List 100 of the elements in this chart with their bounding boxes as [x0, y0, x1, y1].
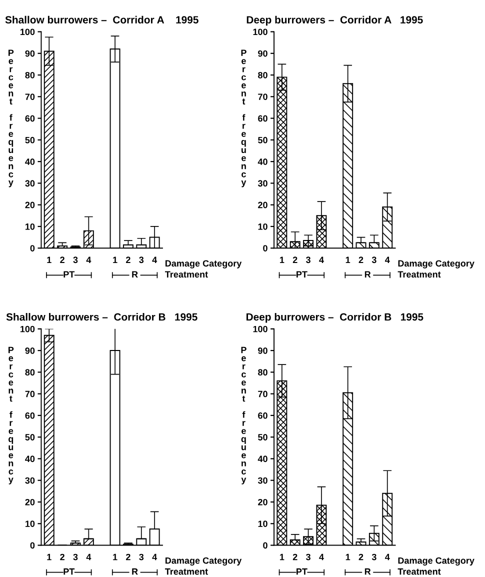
- y-tick-label: 80: [25, 369, 35, 376]
- y-tick-label: 20: [258, 202, 268, 208]
- x-tick-label: 3: [73, 256, 78, 264]
- y-tick-label: 30: [25, 180, 35, 187]
- x-tick-label: 1: [113, 554, 118, 560]
- text: R: [364, 568, 371, 575]
- x-tick-label: 4: [152, 554, 158, 560]
- y-tick-label: 40: [25, 456, 35, 462]
- x-tick-label: 4: [152, 256, 158, 263]
- chart-title: Shallow burrowers – Corridor A 1995: [5, 16, 198, 24]
- y-tick-label: 50: [258, 434, 268, 440]
- x-tick-label: 2: [358, 256, 364, 263]
- chart-title: Shallow burrowers – Corridor B 1995: [6, 313, 198, 321]
- y-tick-label: 90: [258, 50, 268, 57]
- y-tick-label: 0: [263, 245, 268, 252]
- text: PT: [296, 568, 308, 575]
- y-tick-label: 70: [25, 390, 35, 398]
- y-tick-label: 0: [263, 542, 268, 549]
- y-tick-label: 10: [258, 223, 268, 230]
- x-tick-label: 4: [384, 554, 390, 560]
- x-tick-label: 3: [73, 554, 78, 560]
- x-tick-label: 2: [292, 256, 298, 263]
- x-tick-label: 2: [292, 554, 298, 560]
- x-tick-label: 4: [86, 256, 92, 263]
- text: PT: [64, 271, 75, 278]
- y-tick-label: 80: [258, 369, 268, 376]
- y-tick-label: 70: [258, 390, 268, 398]
- y-tick-label: 30: [258, 180, 268, 187]
- x-tick-label: 4: [319, 256, 324, 263]
- text: Treatment: [165, 568, 208, 575]
- y-tick-label: 100: [253, 28, 268, 36]
- y-tick-label: 20: [25, 202, 35, 208]
- y-tick-label: 40: [258, 158, 268, 165]
- x-tick-label: 1: [346, 554, 350, 560]
- x-tick-label: 1: [113, 256, 118, 263]
- x-axis-title: Damage Category: [398, 260, 474, 268]
- y-tick-label: 60: [258, 412, 268, 419]
- x-tick-label: 3: [306, 554, 310, 560]
- y-tick-label: 20: [25, 498, 35, 506]
- y-tick-label: 60: [25, 115, 35, 122]
- x-tick-label: 1: [280, 256, 284, 263]
- x-tick-label: 3: [372, 554, 376, 560]
- y-tick-label: 50: [25, 136, 35, 144]
- x-tick-label: 2: [126, 256, 130, 263]
- x-tick-label: 1: [280, 554, 284, 560]
- y-tick-label: 50: [25, 434, 35, 440]
- x-tick-label: 1: [47, 256, 52, 263]
- text: R: [132, 568, 138, 575]
- y-tick-label: 10: [258, 520, 268, 527]
- y-tick-label: 0: [30, 245, 35, 252]
- text: R: [364, 271, 371, 278]
- x-tick-label: 1: [346, 256, 350, 263]
- x-tick-label: 3: [372, 256, 376, 264]
- y-tick-label: 90: [25, 347, 35, 354]
- y-tick-label: 70: [25, 94, 35, 100]
- y-tick-label: 30: [258, 477, 268, 484]
- chart-title: Deep burrowers – Corridor B 1995: [246, 313, 424, 323]
- y-tick-label: 20: [258, 498, 268, 506]
- y-tick-label: 60: [25, 412, 35, 419]
- x-tick-label: 4: [384, 256, 390, 263]
- y-tick-label: 100: [253, 326, 268, 332]
- x-tick-label: 2: [126, 554, 130, 560]
- text: Treatment: [398, 271, 441, 278]
- y-tick-label: 100: [20, 28, 35, 36]
- text: Treatment: [165, 271, 208, 278]
- x-tick-label: 3: [139, 554, 144, 560]
- y-tick-label: 90: [25, 50, 35, 57]
- y-tick-label: 80: [25, 72, 35, 78]
- y-tick-label: 40: [25, 158, 35, 165]
- text: PT: [296, 271, 308, 278]
- y-tick-label: 10: [26, 520, 35, 527]
- text: Treatment: [398, 568, 441, 575]
- y-tick-label: 70: [258, 94, 268, 100]
- x-axis-title: Damage Category: [166, 557, 242, 566]
- y-tick-label: 90: [258, 347, 268, 354]
- y-tick-label: 50: [258, 136, 268, 144]
- x-axis-title: Damage Category: [166, 260, 242, 268]
- y-tick-label: 10: [26, 223, 35, 230]
- x-tick-label: 4: [319, 554, 324, 560]
- x-axis-title: Damage Category: [398, 557, 474, 566]
- text: Percent frequency: [8, 50, 14, 188]
- y-tick-label: 40: [258, 456, 268, 462]
- y-tick-label: 30: [25, 477, 35, 484]
- chart-title: Deep burrowers – Corridor A 1995: [246, 16, 423, 26]
- y-tick-label: 80: [258, 72, 268, 78]
- text: PT: [64, 568, 75, 575]
- y-tick-label: 100: [20, 326, 35, 332]
- y-tick-label: 60: [258, 115, 268, 122]
- x-tick-label: 3: [306, 256, 310, 264]
- text: Percent frequency: [241, 50, 246, 188]
- x-tick-label: 4: [86, 554, 92, 560]
- x-tick-label: 2: [358, 554, 364, 560]
- x-tick-label: 1: [47, 554, 52, 560]
- text: R: [132, 271, 138, 278]
- x-tick-label: 2: [60, 554, 64, 560]
- text: Percent frequency: [241, 346, 246, 484]
- x-tick-label: 3: [139, 256, 144, 264]
- text: Percent frequency: [8, 346, 14, 484]
- y-tick-label: 0: [30, 542, 35, 549]
- x-tick-label: 2: [60, 256, 64, 263]
